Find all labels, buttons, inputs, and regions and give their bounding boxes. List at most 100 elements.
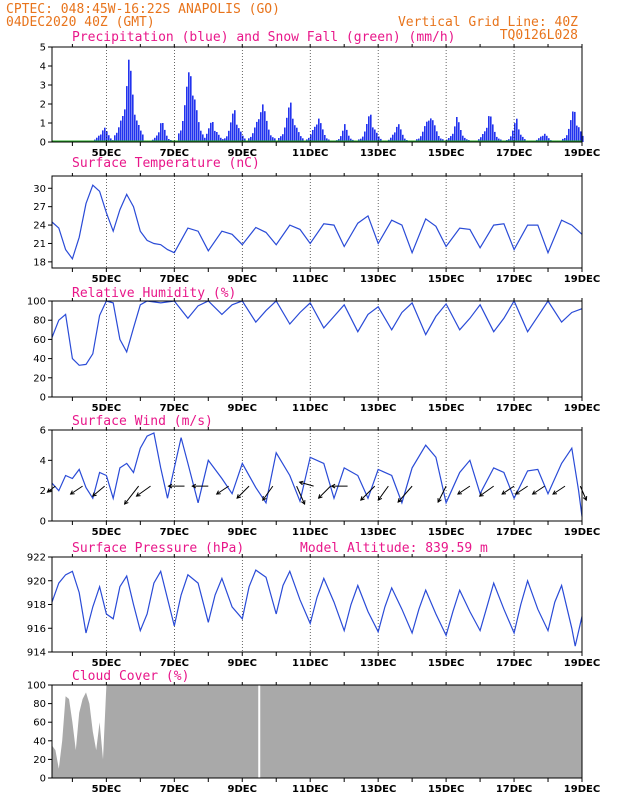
precip-bar: [244, 138, 246, 142]
precip-bar: [372, 127, 374, 142]
cloud-frame: [51, 684, 583, 779]
precip-bar: [272, 137, 274, 142]
precip-bar: [204, 137, 206, 142]
precip-bar: [402, 134, 404, 142]
precip-xtick-label: 17DEC: [496, 148, 532, 159]
precip-bar: [370, 114, 372, 142]
wind-arrow-head: [531, 490, 537, 495]
wind-arrow: [377, 485, 389, 501]
precip-bar: [232, 113, 234, 142]
precip-bar: [218, 134, 220, 142]
precip-bar: [400, 129, 402, 142]
precip-bar: [350, 138, 352, 142]
wind-arrow: [397, 485, 413, 503]
temperature-xtick-label: 5DEC: [92, 274, 121, 285]
header-model: TQ0126L028: [500, 28, 578, 43]
wind-arrow: [236, 485, 250, 499]
cloud-area: [52, 685, 582, 778]
precip-bar: [260, 112, 262, 142]
wind-arrow-head: [582, 496, 588, 502]
precip-bar: [450, 136, 452, 142]
humidity-xtick-label: 13DEC: [360, 403, 396, 414]
humidity-line: [51, 299, 583, 366]
humidity-ytick-label: 60: [33, 335, 46, 346]
precip-title: Precipitation (blue) and Snow Fall (gree…: [72, 30, 456, 45]
precip-bar: [110, 138, 112, 142]
wind-arrow: [262, 485, 274, 501]
wind-arrow-head: [437, 498, 442, 504]
wind-arrow: [479, 485, 494, 497]
wind-arrows: [46, 480, 588, 506]
precip-bar: [464, 137, 466, 142]
wind-xtick-label: 13DEC: [360, 527, 396, 538]
precip-bar: [362, 136, 364, 142]
precip-bar: [210, 122, 212, 142]
precip-bar: [184, 105, 186, 142]
wind-arrow: [136, 485, 151, 497]
precip-bar: [284, 127, 286, 142]
precip-bar: [196, 110, 198, 142]
precip-bar: [264, 111, 266, 142]
wind-arrow-head: [301, 500, 306, 506]
precip-bar: [202, 134, 204, 142]
cloud-xtick-label: 17DEC: [496, 784, 532, 795]
precip-bar: [256, 121, 258, 142]
pressure-ytick-label: 914: [27, 648, 46, 659]
wind-arrow: [457, 485, 471, 495]
header-station: CPTEC: 048:45W-16:22S ANAPOLIS (GO): [6, 2, 280, 17]
precip-bar: [188, 72, 190, 142]
precip-bar: [234, 110, 236, 142]
precip-bar: [120, 120, 122, 142]
cloud-title: Cloud Cover (%): [72, 669, 189, 684]
wind-ytick-label: 0: [40, 517, 46, 528]
precip-bar: [578, 127, 580, 142]
precip-bar: [438, 136, 440, 142]
wind-xtick-label: 15DEC: [428, 527, 464, 538]
wind-xtick-label: 11DEC: [292, 527, 328, 538]
precip-bar: [494, 131, 496, 142]
precip-bar: [140, 130, 142, 142]
wind-arrow-head: [167, 483, 173, 489]
cloud-ytick-label: 40: [33, 736, 46, 747]
precip-bar: [98, 135, 100, 142]
precip-bar: [274, 138, 276, 142]
humidity-ytick-label: 80: [33, 316, 46, 327]
pressure-ytick-label: 916: [27, 624, 46, 635]
precip-bar: [568, 128, 570, 142]
wind-arrow: [299, 481, 314, 487]
precip-bar: [498, 138, 500, 142]
wind-arrow: [360, 485, 376, 501]
wind-ytick-label: 2: [40, 486, 46, 497]
wind-title: Surface Wind (m/s): [72, 414, 213, 429]
precip-ytick-label: 4: [40, 62, 46, 73]
precip-bar: [190, 76, 192, 142]
precip-bar: [570, 120, 572, 142]
pressure-xtick-label: 5DEC: [92, 658, 121, 669]
cloud-ytick-label: 60: [33, 718, 46, 729]
humidity-xtick-label: 17DEC: [496, 403, 532, 414]
precip-bar: [326, 138, 328, 142]
precip-bar: [324, 135, 326, 142]
wind-frame: [51, 429, 583, 522]
precip-bar: [458, 122, 460, 142]
precip-bar: [538, 138, 540, 142]
precip-bar: [428, 120, 430, 142]
humidity-ytick-label: 20: [33, 373, 46, 384]
precip-bar: [226, 136, 228, 142]
precip-bar: [314, 126, 316, 142]
wind-arrow: [124, 485, 140, 505]
wind-arrow: [552, 485, 566, 495]
wind-panel: 0 2 4 6 5DEC 7DEC 9DEC 11DEC 13DEC 15DEC 17DEC 19DE…: [40, 426, 601, 539]
precip-bar: [448, 138, 450, 142]
precip-bar: [248, 138, 250, 142]
wind-xtick-label: 7DEC: [160, 527, 189, 538]
precip-bar: [138, 125, 140, 142]
precip-bar: [134, 114, 136, 142]
precip-bar: [436, 131, 438, 142]
precip-bar: [566, 135, 568, 142]
precip-bar: [208, 128, 210, 142]
precip-bar: [456, 117, 458, 142]
precip-xtick-label: 15DEC: [428, 148, 464, 159]
precip-bar: [492, 124, 494, 142]
precip-bar: [186, 86, 188, 142]
